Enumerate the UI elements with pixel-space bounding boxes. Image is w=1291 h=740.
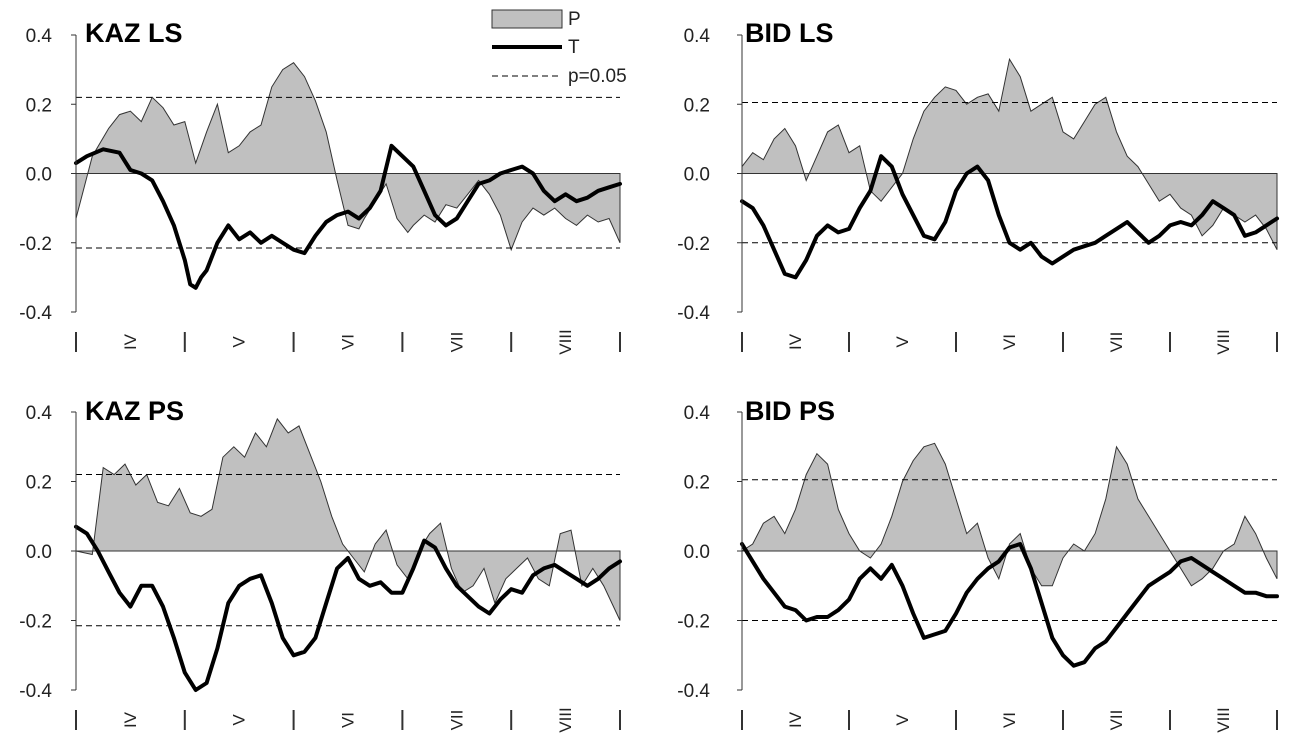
month-label: VI [1000, 334, 1019, 350]
month-label: IV [786, 711, 805, 728]
series-p-area [741, 57, 1278, 250]
legend-p-swatch [491, 9, 563, 29]
y-tick-label: 0.2 [26, 95, 52, 116]
y-tick-label: 0.2 [684, 95, 710, 116]
month-label: IV [786, 333, 805, 350]
month-label: VIII [1214, 329, 1233, 355]
series-t-line [740, 542, 1279, 668]
y-tick-label: -0.2 [677, 612, 710, 633]
y-tick-label: -0.2 [19, 612, 52, 633]
panel-bid-ls: 0.4 0.2 0.0 -0.2 -0.4 IV V VI VII VIII BID LS [677, 18, 1279, 355]
y-tick-label: -0.2 [19, 234, 52, 255]
month-label: VIII [556, 329, 575, 355]
series-t-line [74, 143, 622, 290]
month-label: VI [339, 334, 358, 350]
series-t-line [740, 154, 1279, 280]
y-tick-label: 0.4 [684, 403, 711, 424]
legend: PTp=0.05 [491, 9, 627, 87]
series-p-area [740, 442, 1278, 587]
month-label: VIII [556, 707, 575, 733]
panel-title: BID LS [745, 18, 834, 48]
y-tick-label: 0.0 [684, 165, 710, 186]
month-label: VI [1000, 712, 1019, 728]
y-tick-label: 0.0 [26, 542, 52, 563]
y-tick-label: 0.2 [684, 473, 710, 494]
y-tick-label: 0.4 [684, 26, 711, 47]
panel-title: BID PS [745, 396, 835, 426]
series-p-area [75, 417, 621, 621]
legend-t-label: T [568, 37, 580, 58]
month-label: IV [121, 333, 140, 350]
y-tick-label: -0.2 [677, 234, 710, 255]
month-label: IV [121, 711, 140, 728]
legend-p-label: P [568, 9, 581, 30]
y-tick-label: -0.4 [677, 303, 710, 324]
month-label: V [893, 714, 912, 726]
legend-sig-label: p=0.05 [568, 66, 627, 87]
month-label: VI [339, 712, 358, 728]
month-label: V [893, 336, 912, 348]
y-tick-label: 0.4 [26, 26, 53, 47]
series-t-line [74, 524, 622, 692]
panel-kaz-ls: 0.4 0.2 0.0 -0.2 -0.4 IV V VI VII VIII KAZ LS [19, 18, 622, 355]
month-label: V [230, 714, 249, 726]
month-label: VII [1107, 710, 1126, 731]
month-label: V [230, 336, 249, 348]
y-tick-label: -0.4 [19, 303, 52, 324]
y-tick-label: 0.2 [26, 473, 52, 494]
panel-bid-ps: 0.4 0.2 0.0 -0.2 -0.4 IV V VI VII VIII BID PS [677, 396, 1279, 733]
y-tick-label: 0.4 [26, 403, 53, 424]
y-tick-label: -0.4 [19, 681, 52, 702]
y-tick-label: 0.0 [684, 542, 710, 563]
panel-kaz-ps: 0.4 0.2 0.0 -0.2 -0.4 IV V VI VII VIII KAZ PS [19, 396, 622, 733]
series-p-area [75, 62, 621, 252]
y-tick-label: -0.4 [677, 681, 710, 702]
month-label: VII [447, 332, 466, 353]
panel-title: KAZ LS [85, 18, 183, 48]
y-tick-label: 0.0 [26, 165, 52, 186]
panel-title: KAZ PS [85, 396, 184, 426]
month-label: VII [1107, 332, 1126, 353]
month-label: VIII [1214, 707, 1233, 733]
month-label: VII [447, 710, 466, 731]
